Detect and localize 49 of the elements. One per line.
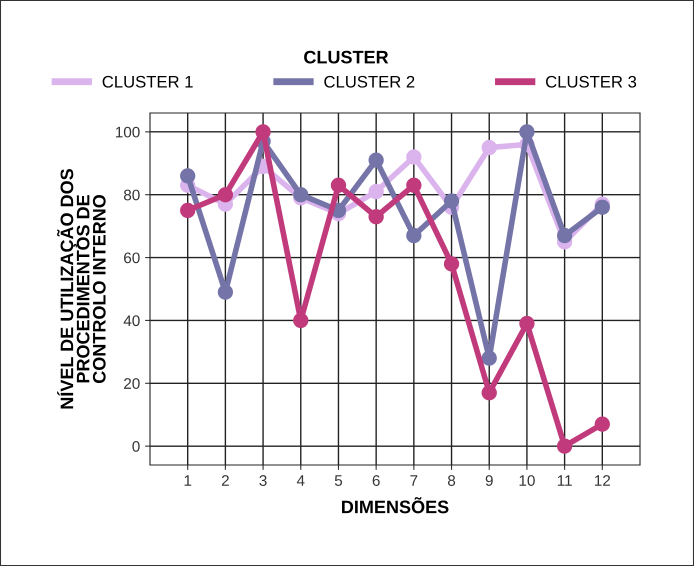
y-tick-label: 100 xyxy=(116,126,140,138)
x-tick-label: 12 xyxy=(594,475,610,486)
point xyxy=(218,284,234,300)
point xyxy=(556,228,572,244)
x-tick-label: 5 xyxy=(334,475,342,486)
point xyxy=(180,168,196,184)
legend-label: CLUSTER 1 xyxy=(102,76,193,88)
y-tick-label: 20 xyxy=(124,378,140,389)
point xyxy=(368,152,384,168)
legend-title: CLUSTER xyxy=(304,50,388,64)
point xyxy=(330,178,346,193)
point xyxy=(255,124,271,140)
y-tick-label: 60 xyxy=(124,252,140,264)
point xyxy=(406,228,422,244)
point xyxy=(293,312,308,328)
x-axis-title: DIMENSÕES xyxy=(342,497,448,514)
x-tick-label: 4 xyxy=(296,475,305,486)
point xyxy=(594,416,610,432)
point xyxy=(180,202,196,218)
x-tick-label: 8 xyxy=(448,475,456,486)
point xyxy=(482,350,497,366)
point xyxy=(368,209,384,224)
y-tick-label: 0 xyxy=(132,441,140,452)
point xyxy=(406,178,422,193)
point xyxy=(556,438,572,454)
x-tick-label: 2 xyxy=(222,475,229,486)
point xyxy=(482,385,497,400)
point xyxy=(519,316,535,332)
point xyxy=(444,193,460,209)
point xyxy=(482,140,497,156)
point xyxy=(218,187,234,202)
x-tick-label: 10 xyxy=(520,475,535,486)
point xyxy=(293,187,308,202)
point xyxy=(406,149,422,165)
legend-label: CLUSTER 2 xyxy=(324,76,414,88)
point xyxy=(368,184,384,200)
y-tick-label: 40 xyxy=(124,315,140,326)
x-tick-label: 9 xyxy=(486,475,493,486)
legend-label: CLUSTER 3 xyxy=(546,76,636,88)
x-tick-label: 3 xyxy=(259,475,267,486)
point xyxy=(444,256,460,272)
x-tick-label: 11 xyxy=(558,475,572,486)
point xyxy=(519,124,535,140)
x-tick-label: 7 xyxy=(410,475,418,486)
y-tick-label: 80 xyxy=(124,190,140,200)
x-tick-label: 1 xyxy=(184,475,192,486)
point xyxy=(594,200,610,215)
y-axis-title: NÍVEL DE UTILIZAÇÃO DOS PROCEDIMENTOS DE CONTROLO INTERNO xyxy=(57,168,106,409)
x-tick-label: 6 xyxy=(372,475,380,486)
